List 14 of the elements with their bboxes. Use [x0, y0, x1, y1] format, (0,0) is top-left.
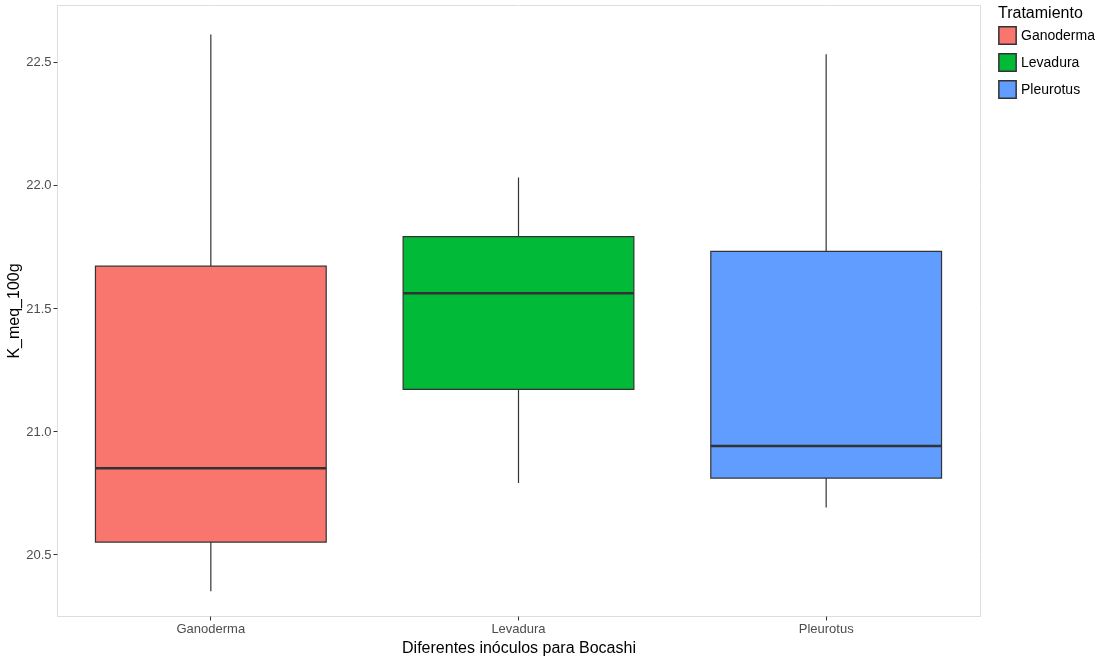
legend-label: Ganoderma	[1021, 26, 1096, 43]
x-tick-label: Ganoderma	[176, 620, 246, 636]
y-axis-title: K_meq_100g	[5, 263, 24, 359]
legend-label: Levadura	[1021, 53, 1080, 70]
legend-title: Tratamiento	[998, 4, 1083, 21]
y-tick-label: 21.5	[26, 300, 52, 316]
legend-label: Pleurotus	[1021, 80, 1081, 97]
y-tick-label: 22.5	[26, 54, 52, 70]
x-tick-label: Pleurotus	[798, 620, 855, 636]
y-tick-label: 21.0	[26, 423, 52, 439]
y-tick-label: 22.0	[26, 177, 52, 193]
x-axis-title: Diferentes inóculos para Bocashi	[402, 638, 636, 656]
x-tick-label: Levadura	[491, 620, 547, 636]
y-tick-label: 20.5	[26, 546, 52, 562]
